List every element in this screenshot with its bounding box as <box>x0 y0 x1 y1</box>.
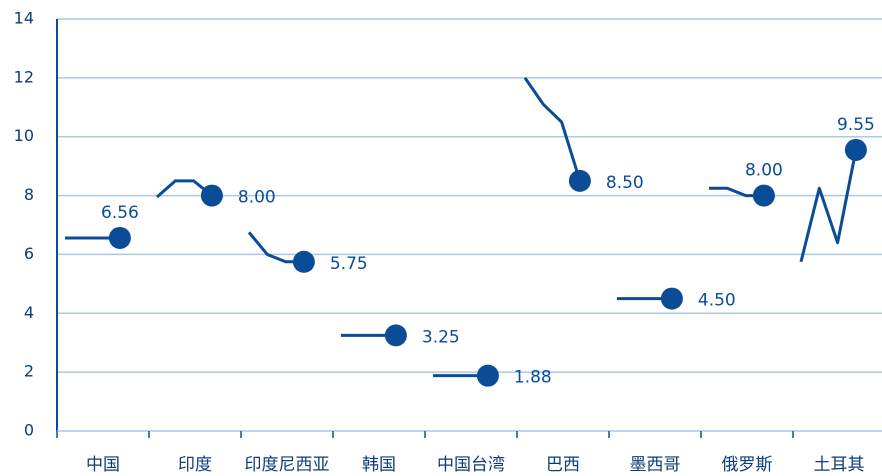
line-series <box>523 77 582 182</box>
end-dot <box>660 287 683 310</box>
y-tick-label: 8 <box>24 185 34 204</box>
x-tick-label: 中国 <box>86 455 120 475</box>
end-dot <box>476 364 499 387</box>
x-tick-label: 印度尼西亚 <box>245 455 330 475</box>
y-tick-label: 10 <box>14 126 34 145</box>
x-tick-label: 巴西 <box>546 455 580 475</box>
y-tick-label: 6 <box>24 244 34 263</box>
x-tick-label: 印度 <box>178 455 212 475</box>
value-label: 4.50 <box>698 291 736 311</box>
x-tick-label: 土耳其 <box>814 455 865 475</box>
value-label: 1.88 <box>514 368 552 388</box>
x-tick-label: 中国台湾 <box>437 455 505 475</box>
end-dot <box>200 184 223 207</box>
line-series <box>156 179 213 199</box>
end-dot <box>384 324 407 347</box>
line-series <box>799 149 858 263</box>
value-label: 8.00 <box>238 188 276 208</box>
y-tick-label: 2 <box>24 362 34 381</box>
y-tick-label: 14 <box>14 9 34 28</box>
value-label: 5.75 <box>330 254 368 274</box>
y-tick-label: 4 <box>24 303 34 322</box>
end-dot <box>108 226 131 249</box>
y-tick-label: 12 <box>14 67 34 86</box>
value-label: 6.56 <box>101 203 139 223</box>
y-tick-label: 0 <box>24 421 34 440</box>
x-tick-label: 墨西哥 <box>630 455 681 475</box>
end-dot <box>292 250 315 273</box>
value-label: 8.50 <box>606 173 644 193</box>
end-dot <box>844 138 867 161</box>
value-label: 3.25 <box>422 327 460 347</box>
end-dot <box>568 169 591 192</box>
value-label: 8.00 <box>745 161 783 181</box>
end-dot <box>752 184 775 207</box>
x-tick-label: 俄罗斯 <box>722 455 773 475</box>
value-label: 9.55 <box>837 115 875 135</box>
x-tick-label: 韩国 <box>362 455 396 475</box>
